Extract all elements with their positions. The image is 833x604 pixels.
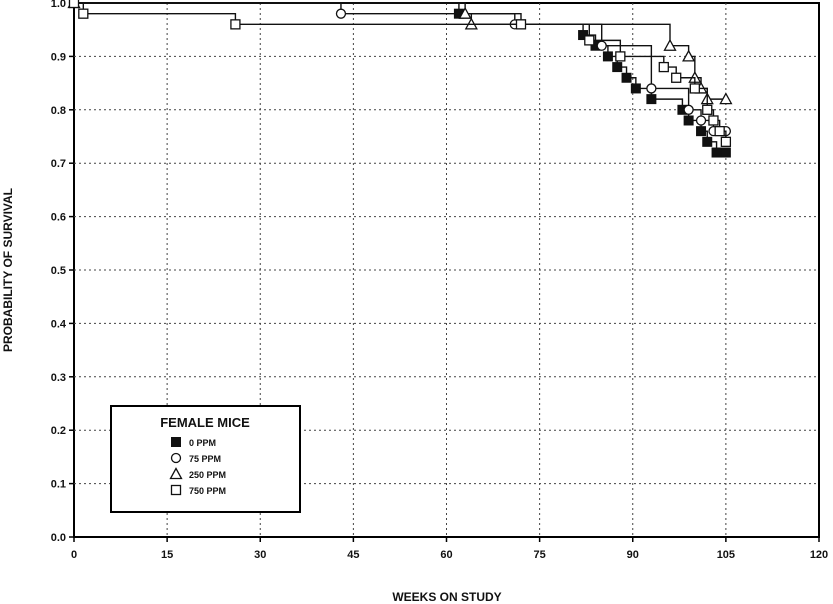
point-0-ppm <box>621 72 632 83</box>
point-0-ppm <box>683 115 694 126</box>
y-tick-label: 0.4 <box>51 318 67 330</box>
y-tick-label: 0.3 <box>51 372 66 384</box>
point-75-ppm <box>335 8 347 19</box>
point-0-ppm <box>646 94 657 105</box>
y-axis-title: PROBABILITY OF SURVIVAL <box>1 188 15 352</box>
y-tick-label: 0.7 <box>51 158 66 170</box>
y-tick-label: 0.1 <box>51 479 66 491</box>
x-tick-label: 90 <box>627 549 639 561</box>
point-750-ppm <box>671 72 682 83</box>
legend-label: 250 PPM <box>189 470 226 480</box>
legend-label: 75 PPM <box>189 454 221 464</box>
y-tick-label: 0.5 <box>51 265 66 277</box>
x-axis-title: WEEKS ON STUDY <box>392 590 501 604</box>
point-0-ppm <box>602 51 613 62</box>
point-750-ppm <box>702 104 713 115</box>
legend-label: 750 PPM <box>189 486 226 496</box>
point-75-ppm <box>683 104 694 115</box>
point-750-ppm <box>68 0 80 9</box>
x-tick-label: 0 <box>71 549 77 561</box>
point-75-ppm <box>646 83 657 94</box>
point-250-ppm <box>663 38 677 51</box>
y-tick-label: 0.6 <box>51 212 66 224</box>
point-0-ppm <box>720 147 731 158</box>
point-750-ppm <box>78 8 89 19</box>
point-750-ppm <box>584 35 595 46</box>
series-layer <box>67 0 733 158</box>
point-750-ppm <box>230 19 241 30</box>
point-750-ppm <box>658 61 669 73</box>
x-tick-labels: 0 15 30 45 60 75 90 105 120 <box>71 537 828 561</box>
legend-item-75-ppm: 75 PPM <box>170 452 221 464</box>
x-tick-label: 15 <box>161 549 173 561</box>
point-0-ppm <box>578 30 589 41</box>
point-250-ppm <box>458 6 472 19</box>
legend-box <box>110 405 301 513</box>
y-tick-label: 0.9 <box>51 51 66 63</box>
legend-marker-250-ppm <box>169 467 183 480</box>
point-750-ppm <box>515 19 527 30</box>
point-0-ppm <box>612 62 623 73</box>
point-0-ppm <box>630 83 641 94</box>
x-tick-label: 120 <box>810 549 828 561</box>
y-tick-labels: 0.0 0.1 0.2 0.3 0.4 0.5 0.6 0.7 0.8 0.9 1.0 <box>51 0 74 544</box>
point-75-ppm <box>695 115 707 126</box>
y-tick-label: 0.8 <box>51 105 66 117</box>
point-0-ppm <box>711 147 722 158</box>
x-tick-label: 105 <box>717 549 735 561</box>
legend-item-750-ppm: 750 PPM <box>170 484 226 496</box>
legend-item-0-ppm: 0 PPM <box>171 437 216 448</box>
x-tick-label: 75 <box>534 549 546 561</box>
legend-entries: 0 PPM 75 PPM 250 PPM 750 PPM <box>169 437 226 496</box>
legend-label: 0 PPM <box>189 438 216 448</box>
point-750-ppm <box>615 51 626 62</box>
legend-item-250-ppm: 250 PPM <box>169 467 226 480</box>
point-750-ppm <box>714 126 725 137</box>
step-line-75-ppm <box>74 2 726 132</box>
x-tick-label: 60 <box>440 549 452 561</box>
point-750-ppm <box>720 136 732 147</box>
legend: FEMALE MICE 0 PPM 75 PPM 250 PPM 750 PPM <box>110 405 301 513</box>
legend-marker-0-ppm <box>171 437 181 447</box>
point-750-ppm <box>708 115 719 126</box>
point-750-ppm <box>689 83 700 94</box>
y-tick-label: 0.2 <box>51 425 66 437</box>
y-tick-label: 0.0 <box>51 532 66 544</box>
series-750-ppm <box>68 0 732 147</box>
point-0-ppm <box>702 136 713 147</box>
legend-marker-750-ppm <box>170 484 182 496</box>
point-0-ppm <box>696 126 707 137</box>
point-75-ppm <box>596 40 607 51</box>
y-tick-label: 1.0 <box>51 0 66 10</box>
legend-title: FEMALE MICE <box>160 415 250 430</box>
legend-marker-75-ppm <box>170 452 182 464</box>
point-250-ppm <box>682 49 696 62</box>
x-tick-label: 30 <box>254 549 266 561</box>
x-tick-label: 45 <box>347 549 359 561</box>
point-250-ppm <box>719 92 733 105</box>
